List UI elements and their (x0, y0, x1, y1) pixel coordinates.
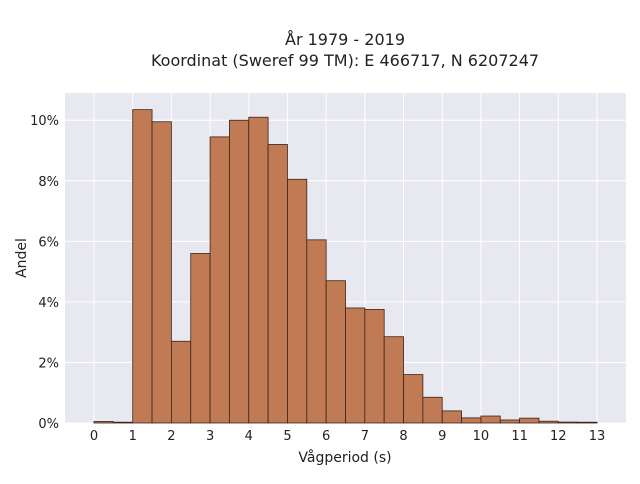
y-tick-label: 2% (38, 356, 59, 371)
bars (93, 109, 598, 424)
x-axis-label: Vågperiod (s) (298, 449, 391, 466)
histogram-bar (383, 336, 404, 424)
y-axis-label: Andel (14, 238, 30, 278)
x-tick-label: 11 (511, 429, 528, 444)
y-tick-label: 10% (30, 114, 59, 129)
histogram-bar (229, 119, 250, 424)
histogram-bar (499, 419, 521, 424)
histogram-bar (577, 421, 598, 424)
x-tick-label: 4 (245, 429, 253, 444)
x-tick-label: 13 (589, 429, 606, 444)
histogram-bar (248, 116, 269, 424)
histogram-bar (151, 121, 172, 424)
x-tick-label: 10 (473, 429, 490, 444)
x-tick-label: 6 (322, 429, 330, 444)
x-tick-label: 12 (550, 429, 567, 444)
histogram-bar (403, 374, 424, 424)
x-tick-label: 1 (129, 429, 137, 444)
y-tick-label: 0% (38, 417, 59, 432)
histogram-bar (209, 136, 230, 424)
histogram-bar (267, 144, 288, 424)
histogram-bar (306, 239, 327, 424)
histogram-bar (132, 109, 153, 424)
x-tick-label: 7 (361, 429, 369, 444)
histogram-bar (519, 417, 540, 424)
histogram-bar (364, 309, 385, 424)
histogram-bar (93, 421, 114, 424)
histogram-bar (480, 415, 501, 424)
x-tick-label: 0 (90, 429, 98, 444)
histogram-bar (287, 178, 308, 424)
histogram-bar (112, 421, 134, 424)
histogram-bar (170, 340, 192, 424)
histogram-bar (422, 396, 443, 424)
chart-subtitle: Koordinat (Sweref 99 TM): E 466717, N 62… (151, 51, 539, 70)
y-tick-label: 8% (38, 175, 59, 190)
y-axis-ticks: 0% 2% 4% 6% 8% 10% (30, 114, 59, 432)
x-tick-label: 8 (399, 429, 407, 444)
x-tick-label: 5 (283, 429, 291, 444)
x-tick-label: 3 (206, 429, 214, 444)
x-axis-ticks: 0 1 2 3 4 5 6 7 8 9 10 11 12 13 (90, 429, 605, 444)
histogram-bar (461, 417, 482, 424)
histogram-bar (345, 307, 366, 424)
histogram-bar (538, 420, 559, 424)
histogram-bar (441, 410, 462, 424)
histogram-bar (325, 280, 346, 424)
chart-title: År 1979 - 2019 (285, 30, 405, 49)
x-tick-label: 2 (167, 429, 175, 444)
histogram-bar (190, 253, 211, 424)
y-tick-label: 4% (38, 296, 59, 311)
histogram-bar (557, 421, 579, 424)
x-tick-label: 9 (438, 429, 446, 444)
y-tick-label: 6% (38, 235, 59, 250)
